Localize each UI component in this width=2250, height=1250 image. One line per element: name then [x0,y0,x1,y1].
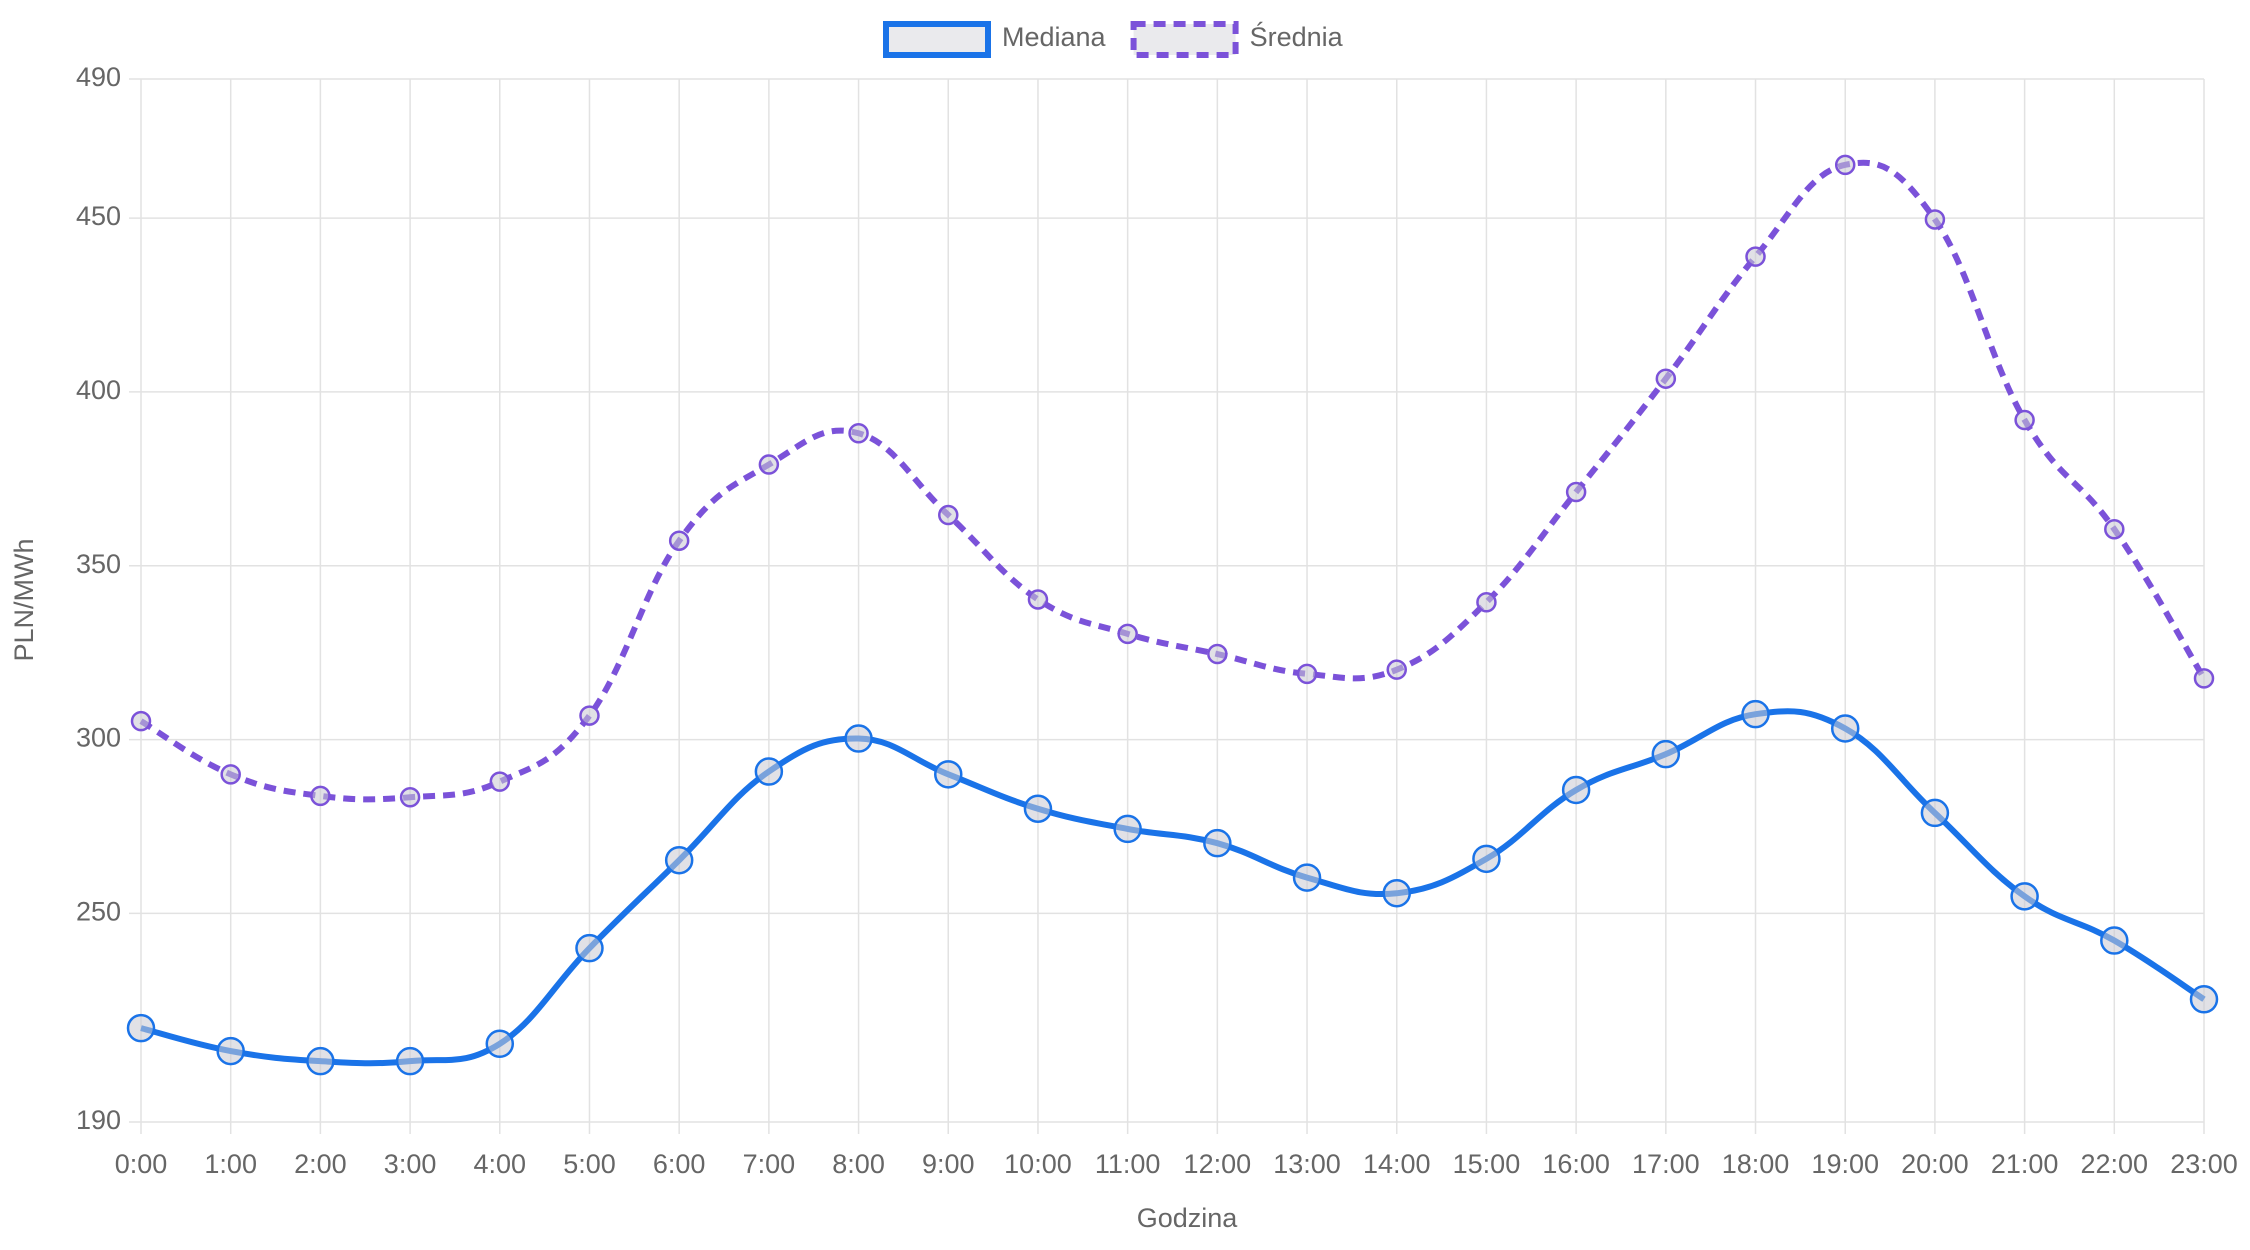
x-tick-label: 9:00 [922,1149,975,1179]
legend-label: Średnia [1250,20,1344,52]
series-line [140,708,2206,1067]
point [485,1029,515,1059]
point [938,504,959,526]
point [844,724,873,753]
point [2100,926,2129,955]
x-tick-label: 12:00 [1184,1149,1252,1179]
point [306,1046,335,1076]
point [1296,663,1318,685]
point [126,1013,156,1043]
point [1565,481,1587,503]
legend-swatch [883,21,991,58]
point [2193,668,2215,689]
point [1830,714,1860,743]
x-tick-label: 2:00 [294,1149,347,1179]
point [1561,775,1591,805]
y-tick-label: 250 [76,897,121,927]
x-tick-label: 22:00 [2081,1149,2149,1179]
point [1476,591,1497,613]
point [1741,699,1770,729]
point [1834,154,1856,176]
x-tick-label: 0:00 [115,1149,168,1179]
point [1023,794,1053,824]
y-axis-label: PLN/MWh [9,538,39,661]
x-tick-label: 18:00 [1722,1149,1790,1179]
point [2014,409,2035,431]
point [1382,878,1411,908]
y-tick-label: 490 [76,62,121,92]
point [1292,863,1322,892]
point [754,757,784,786]
x-tick-label: 23:00 [2170,1149,2238,1179]
x-tick-label: 7:00 [743,1149,796,1179]
y-tick-label: 350 [76,549,121,579]
point [1745,246,1766,267]
x-tick-label: 11:00 [1095,1149,1161,1179]
point [399,787,421,808]
point [1386,659,1407,680]
point [664,845,694,875]
x-tick-label: 4:00 [474,1149,527,1179]
point [1472,844,1501,874]
point [310,785,331,807]
point [130,710,152,732]
point [1113,814,1142,844]
y-tick-label: 190 [76,1105,121,1135]
x-tick-label: 21:00 [1991,1149,2059,1179]
point [1117,623,1138,645]
y-tick-label: 300 [76,723,121,753]
point [1920,798,1950,828]
point [1651,739,1681,769]
point [395,1046,425,1076]
point [758,454,780,475]
x-tick-label: 5:00 [563,1149,616,1179]
point [934,760,963,789]
point [216,1036,245,1066]
series-line [139,159,2207,803]
point [2010,882,2039,911]
x-tick-label: 20:00 [1901,1149,1969,1179]
x-tick-label: 3:00 [384,1149,437,1179]
point [220,764,241,785]
legend-swatch [1130,21,1239,58]
x-tick-label: 6:00 [653,1149,706,1179]
point [668,530,690,551]
point [1207,643,1228,665]
x-tick-label: 8:00 [832,1149,885,1179]
point [2104,518,2125,540]
x-tick-label: 10:00 [1004,1149,1072,1179]
x-tick-label: 14:00 [1363,1149,1431,1179]
x-tick-label: 1:00 [204,1149,257,1179]
x-tick-label: 17:00 [1632,1149,1700,1179]
point [575,933,604,963]
point [579,705,600,726]
point [848,423,869,444]
point [1203,828,1232,858]
point [1655,368,1677,389]
x-tick-label: 19:00 [1811,1149,1879,1179]
point [1924,209,1946,230]
x-tick-label: 13:00 [1273,1149,1341,1179]
x-axis-label: Godzina [1137,1203,1239,1233]
point [489,771,511,792]
legend-label: Mediana [1002,22,1107,52]
x-tick-label: 16:00 [1542,1149,1610,1179]
x-tick-label: 15:00 [1453,1149,1521,1179]
y-tick-label: 400 [76,375,121,405]
y-tick-label: 450 [76,201,121,231]
point [1027,589,1049,610]
point [2189,985,2219,1014]
